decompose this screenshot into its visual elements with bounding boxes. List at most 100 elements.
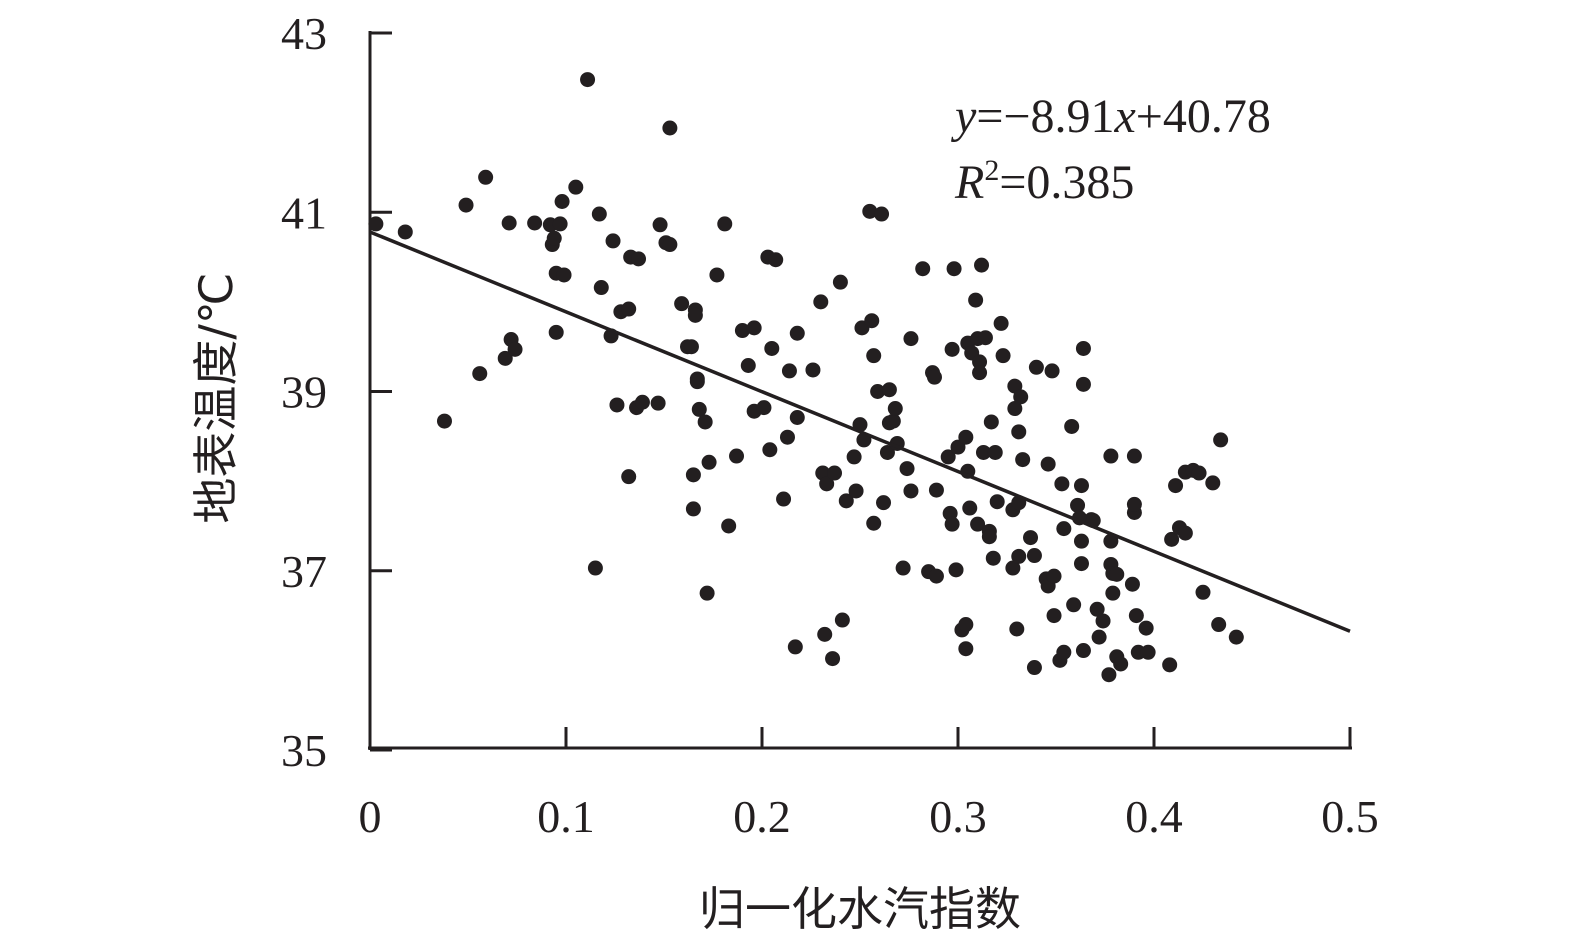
data-point <box>593 280 609 296</box>
data-point <box>1011 424 1027 440</box>
data-point <box>789 325 805 341</box>
data-point <box>1126 496 1142 512</box>
r-superscript: 2 <box>984 154 999 187</box>
x-axis-title: 归一化水汽指数 <box>699 882 1021 936</box>
data-point <box>662 237 678 253</box>
data-point <box>368 216 384 232</box>
y-axis-title: 地表温度/℃ <box>189 272 243 523</box>
data-point <box>962 500 978 516</box>
data-point <box>1005 560 1021 576</box>
data-point <box>1007 401 1023 417</box>
data-point <box>762 442 778 458</box>
data-point <box>903 331 919 347</box>
data-point <box>915 261 931 277</box>
data-point <box>1089 601 1105 617</box>
data-point <box>805 362 821 378</box>
data-point <box>817 626 833 642</box>
data-point <box>554 193 570 209</box>
data-point <box>787 639 803 655</box>
y-tick-label: 39 <box>281 367 327 418</box>
data-point <box>1177 525 1193 541</box>
y-tick-label: 35 <box>281 725 327 776</box>
data-point <box>605 233 621 249</box>
data-point <box>1056 521 1072 537</box>
equation-label: y=−8.91x+40.78 <box>950 90 1271 143</box>
data-point <box>789 409 805 425</box>
data-point <box>968 292 984 308</box>
data-point <box>948 562 964 578</box>
data-point <box>862 203 878 219</box>
data-point <box>1213 432 1229 448</box>
data-point <box>1073 533 1089 549</box>
data-point <box>838 493 854 509</box>
data-point <box>1011 548 1027 564</box>
data-point <box>1040 456 1056 472</box>
data-point <box>958 641 974 657</box>
data-point <box>983 414 999 430</box>
data-point <box>989 494 1005 510</box>
data-point <box>903 483 919 499</box>
x-tick-label: 0.4 <box>1125 791 1183 842</box>
data-point <box>685 467 701 483</box>
data-point <box>881 382 897 398</box>
data-point <box>458 197 474 213</box>
data-point <box>848 483 864 499</box>
data-point <box>1211 617 1227 633</box>
data-point <box>885 413 901 429</box>
data-point <box>552 216 568 232</box>
data-point <box>1073 478 1089 494</box>
data-point <box>631 251 647 267</box>
data-point <box>1075 376 1091 392</box>
data-point <box>944 341 960 357</box>
data-point <box>985 550 1001 566</box>
data-point <box>734 323 750 339</box>
data-point <box>674 296 690 312</box>
data-point <box>895 560 911 576</box>
equation-x-var: x <box>1113 90 1135 143</box>
data-point <box>1015 452 1031 468</box>
data-point <box>472 366 488 382</box>
y-tick-label: 37 <box>281 546 327 597</box>
data-point <box>944 516 960 532</box>
x-tick-label: 0.1 <box>537 791 595 842</box>
data-point <box>717 216 733 232</box>
data-point <box>1126 448 1142 464</box>
data-point <box>928 568 944 584</box>
data-point <box>507 341 523 357</box>
data-point <box>746 320 762 336</box>
regression-line <box>369 230 1351 633</box>
data-point <box>977 330 993 346</box>
x-tick-label: 0.2 <box>733 791 791 842</box>
data-point <box>993 315 1009 331</box>
data-point <box>958 429 974 445</box>
y-tick-label: 41 <box>281 187 327 238</box>
data-point <box>1013 389 1029 405</box>
r-value: =0.385 <box>999 156 1134 209</box>
x-tick-label: 0.3 <box>929 791 987 842</box>
data-point <box>740 358 756 374</box>
data-point <box>866 515 882 531</box>
x-tick-label: 0 <box>359 791 382 842</box>
data-point <box>870 384 886 399</box>
data-point <box>1164 531 1180 547</box>
r-var: R <box>954 156 984 209</box>
data-point <box>940 449 956 465</box>
data-point <box>548 324 564 340</box>
data-point <box>975 444 991 460</box>
data-point <box>864 313 880 329</box>
data-point <box>397 224 413 240</box>
data-point <box>879 444 895 460</box>
data-point <box>1056 644 1072 660</box>
data-point <box>1075 340 1091 356</box>
data-point <box>621 469 637 485</box>
data-point <box>776 491 792 507</box>
data-point <box>1046 568 1062 584</box>
equation-y-var: y <box>950 90 977 143</box>
data-point <box>634 394 650 410</box>
data-point <box>1228 629 1244 645</box>
data-point <box>1138 620 1154 636</box>
data-point <box>1026 660 1042 676</box>
data-point <box>1113 656 1129 672</box>
data-point <box>701 454 717 470</box>
data-point <box>764 340 780 356</box>
